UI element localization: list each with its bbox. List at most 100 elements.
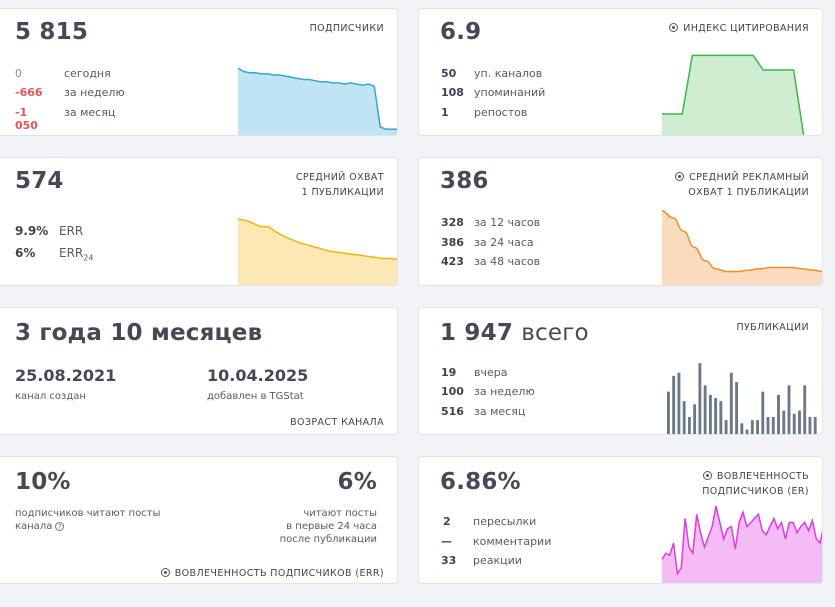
publication-bar <box>787 385 791 434</box>
sparkline-line <box>238 67 397 130</box>
publications-total-suffix: всего <box>521 320 589 346</box>
row-label: вчера <box>474 366 508 379</box>
err-card[interactable]: 10% подписчиков читают посты канала? 6% … <box>0 456 398 584</box>
row-label: за неделю <box>474 385 535 398</box>
row-value: 6% <box>15 246 36 260</box>
citation-card[interactable]: 6.9 ИНДЕКС ЦИТИРОВАНИЯ 50 уп. каналов 10… <box>418 8 823 136</box>
er-caption: ВОВЛЕЧЕННОСТЬ ПОДПИСЧИКОВ (ER) <box>702 469 809 499</box>
publication-bar <box>703 385 707 434</box>
publication-bar <box>714 398 718 434</box>
sparkline-area <box>238 219 397 285</box>
citation-index-value: 6.9 <box>440 19 482 45</box>
er-sparkline <box>662 505 822 583</box>
sparkline-area <box>238 68 397 135</box>
sparkline-line <box>238 218 397 261</box>
row-value: 33 <box>441 554 457 567</box>
err-left-value: 10% <box>15 469 71 495</box>
publication-bar <box>708 394 712 434</box>
ad-reach-caption: СРЕДНИЙ РЕКЛАМНЫЙ ОХВАТ 1 ПУБЛИКАЦИИ <box>675 170 809 200</box>
row-label: репостов <box>474 106 528 119</box>
row-value: 2 <box>443 515 451 528</box>
created-date: 25.08.2021 <box>15 366 117 385</box>
row-label: за неделю <box>64 86 125 99</box>
row-label: за 48 часов <box>474 255 541 268</box>
row-label: за 24 часа <box>474 236 534 249</box>
publications-card[interactable]: 1 947 всего ПУБЛИКАЦИИ 19 вчера 100 за н… <box>418 307 823 435</box>
err24-label: ERR <box>59 246 84 260</box>
row-label: ERR <box>59 224 84 238</box>
er-value: 6.86% <box>440 469 521 495</box>
publications-caption: ПУБЛИКАЦИИ <box>736 322 809 333</box>
caption-line: ВОВЛЕЧЕННОСТЬ <box>702 469 809 484</box>
ad-reach-card[interactable]: 386 СРЕДНИЙ РЕКЛАМНЫЙ ОХВАТ 1 ПУБЛИКАЦИИ… <box>418 157 823 286</box>
publication-bar <box>761 391 765 434</box>
publication-bar <box>792 413 796 434</box>
text-line: подписчиков читают посты <box>15 508 161 519</box>
err-caption-text: ВОВЛЕЧЕННОСТЬ ПОДПИСЧИКОВ (ERR) <box>174 568 384 579</box>
row-value: 19 <box>441 366 457 379</box>
channel-age-value: 3 года 10 месяцев <box>15 320 263 346</box>
question-icon[interactable]: ? <box>55 522 65 531</box>
caption-line-text: СРЕДНИЙ РЕКЛАМНЫЙ <box>689 172 809 183</box>
sparkline-area <box>662 506 822 583</box>
publication-bar <box>766 417 770 434</box>
publication-bar <box>698 363 702 434</box>
row-label: комментарии <box>473 535 552 548</box>
avg-reach-value: 574 <box>15 168 64 194</box>
row-label: за месяц <box>474 405 526 418</box>
publication-bar <box>687 417 691 434</box>
avg-reach-sparkline <box>238 218 397 285</box>
row-value: 108 <box>441 86 464 99</box>
publications-bar-chart <box>667 363 817 434</box>
err-left-text: подписчиков читают посты канала? <box>15 507 160 533</box>
publication-bar <box>682 401 686 434</box>
row-value: -666 <box>15 86 43 99</box>
info-circle-icon <box>669 23 679 32</box>
row-label: за месяц <box>64 106 116 119</box>
publications-total-value: 1 947 <box>440 320 514 346</box>
caption-line: СРЕДНИЙ РЕКЛАМНЫЙ <box>675 170 809 185</box>
publication-bar <box>672 375 676 434</box>
row-value: 100 <box>441 385 464 398</box>
publication-bar <box>808 417 812 434</box>
row-value: 50 <box>441 67 457 80</box>
publication-bar <box>740 423 744 434</box>
publication-bar <box>724 420 728 434</box>
row-value: 386 <box>441 236 464 249</box>
ad-reach-value: 386 <box>440 168 489 194</box>
publication-bar <box>719 401 723 434</box>
row-value: — <box>441 535 452 548</box>
info-circle-icon <box>160 568 170 577</box>
publication-bar <box>693 404 697 434</box>
channel-age-card[interactable]: 3 года 10 месяцев 25.08.2021 канал созда… <box>0 307 398 435</box>
publication-bar <box>798 410 801 434</box>
publication-bar <box>813 417 817 434</box>
row-value: 9.9% <box>15 224 49 238</box>
publication-bar <box>777 394 780 434</box>
citation-sparkline <box>662 54 805 135</box>
avg-reach-card[interactable]: 574 СРЕДНИЙ ОХВАТ 1 ПУБЛИКАЦИИ 9.9% ERR … <box>0 157 398 286</box>
sparkline-area <box>662 55 804 135</box>
publication-bar <box>750 420 754 434</box>
avg-reach-caption: СРЕДНИЙ ОХВАТ 1 ПУБЛИКАЦИИ <box>296 170 384 200</box>
row-label: ERR24 <box>59 247 93 264</box>
publication-bar <box>667 391 670 434</box>
row-label: упоминаний <box>474 86 546 99</box>
sparkline-area <box>662 211 822 285</box>
row-value: 423 <box>441 255 464 268</box>
created-label: канал создан <box>15 391 86 402</box>
publication-bar <box>803 385 807 434</box>
text-line: в первые 24 часа <box>286 521 377 532</box>
er-card[interactable]: 6.86% ВОВЛЕЧЕННОСТЬ ПОДПИСЧИКОВ (ER) 2 п… <box>418 456 823 584</box>
err24-subscript: 24 <box>83 253 94 263</box>
added-label: добавлен в TGStat <box>207 391 304 402</box>
publication-bar <box>756 420 759 434</box>
publications-total: 1 947 всего <box>440 320 589 346</box>
subscribers-count: 5 815 <box>15 19 89 45</box>
err-right-text: читают посты в первые 24 часа после публ… <box>280 507 377 546</box>
subscribers-caption: ПОДПИСЧИКИ <box>309 23 384 34</box>
subscribers-card[interactable]: 5 815 ПОДПИСЧИКИ 0 сегодня -666 за недел… <box>0 8 398 136</box>
row-label: пересылки <box>473 515 537 528</box>
publication-bar <box>745 429 749 434</box>
caption-line: 1 ПУБЛИКАЦИИ <box>301 187 384 198</box>
